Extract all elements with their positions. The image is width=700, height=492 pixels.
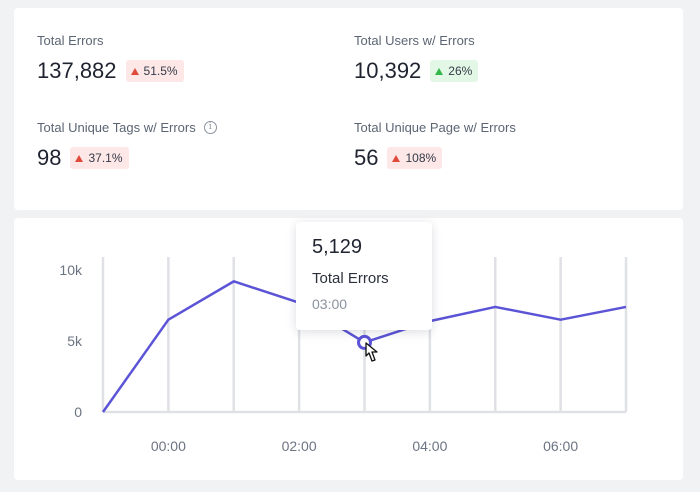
tooltip-value: 5,129 bbox=[312, 236, 363, 258]
change-value: 108% bbox=[405, 151, 437, 165]
change-value: 26% bbox=[448, 64, 473, 78]
y-tick-label: 5k bbox=[67, 333, 83, 349]
stat-label-text: Total Unique Page w/ Errors bbox=[354, 120, 516, 135]
stat-value: 10,392 bbox=[354, 58, 422, 83]
change-value: 37.1% bbox=[88, 151, 123, 165]
stat-label: Total Unique Page w/ Errors bbox=[354, 120, 516, 135]
info-icon[interactable]: i bbox=[203, 121, 217, 134]
change-badge: 108% bbox=[387, 147, 443, 169]
pointer-cursor-icon bbox=[365, 342, 378, 362]
stat-label-text: Total Errors bbox=[37, 33, 104, 48]
stat-label-text: Total Unique Tags w/ Errors bbox=[37, 120, 196, 135]
stat-item: Total Users w/ Errors 10,392 26% bbox=[354, 33, 479, 84]
stat-label-text: Total Users w/ Errors bbox=[354, 33, 475, 48]
change-badge: 37.1% bbox=[70, 147, 129, 169]
arrow-up-icon bbox=[435, 67, 444, 75]
x-tick-label: 00:00 bbox=[151, 438, 186, 454]
x-tick-label: 06:00 bbox=[543, 438, 578, 454]
tooltip-label: Total Errors bbox=[312, 270, 389, 287]
tooltip-time: 03:00 bbox=[312, 296, 348, 312]
chart-tooltip: 5,129 Total Errors 03:00 bbox=[296, 222, 432, 330]
data-point[interactable] bbox=[623, 304, 629, 310]
y-tick-label: 0 bbox=[74, 404, 82, 420]
stat-value: 98 bbox=[37, 145, 62, 170]
stat-item: Total Errors 137,882 51.5% bbox=[37, 33, 184, 84]
x-tick-label: 02:00 bbox=[282, 438, 317, 454]
y-axis-ticks: 0 5k 10k bbox=[59, 262, 83, 420]
stat-label: Total Errors bbox=[37, 33, 184, 48]
arrow-up-icon bbox=[75, 154, 84, 162]
y-tick-label: 10k bbox=[59, 262, 83, 278]
data-point[interactable] bbox=[231, 278, 237, 284]
data-point[interactable] bbox=[165, 317, 171, 323]
stats-card bbox=[14, 8, 683, 210]
stat-value: 137,882 bbox=[37, 58, 117, 83]
x-axis-ticks: 00:00 02:00 04:00 06:00 bbox=[151, 438, 578, 454]
stat-label: Total Unique Tags w/ Errors i bbox=[37, 120, 217, 135]
stat-item: Total Unique Page w/ Errors 56 108% bbox=[354, 120, 516, 171]
data-point[interactable] bbox=[492, 304, 498, 310]
x-tick-label: 04:00 bbox=[412, 438, 447, 454]
arrow-up-icon bbox=[130, 67, 139, 75]
stat-item: Total Unique Tags w/ Errors i 98 37.1% bbox=[37, 120, 217, 171]
arrow-up-icon bbox=[392, 154, 401, 162]
stat-label: Total Users w/ Errors bbox=[354, 33, 478, 48]
data-point[interactable] bbox=[100, 409, 106, 415]
change-value: 51.5% bbox=[143, 64, 178, 78]
change-badge: 51.5% bbox=[125, 60, 184, 82]
change-badge: 26% bbox=[430, 60, 479, 82]
stat-value: 56 bbox=[354, 145, 379, 170]
data-point[interactable] bbox=[558, 317, 564, 323]
